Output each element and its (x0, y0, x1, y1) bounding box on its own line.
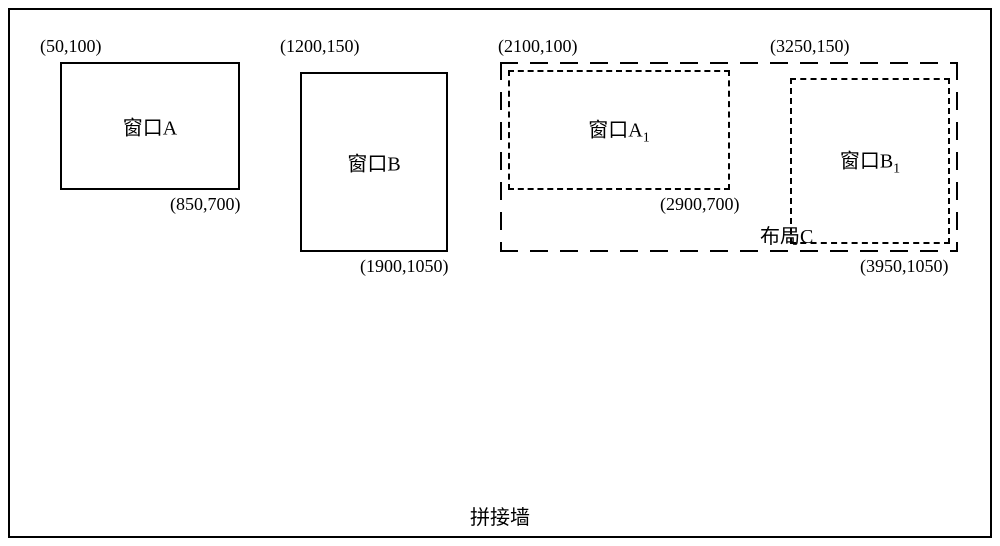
window-b-box: 窗口B (300, 72, 448, 252)
window-b1-label-base: 窗口B (840, 151, 893, 173)
coord-b1-tl: (3250,150) (770, 36, 850, 57)
window-b-label: 窗口B (347, 148, 400, 177)
coord-a-br: (850,700) (170, 194, 241, 215)
coord-a1-br: (2900,700) (660, 194, 740, 215)
coord-c-tl: (2100,100) (498, 36, 578, 57)
footer-label: 拼接墙 (470, 501, 530, 530)
coord-b-tl: (1200,150) (280, 36, 360, 57)
layout-c-label: 布局C (760, 220, 813, 249)
window-a1-box: 窗口A1 (508, 70, 730, 190)
window-a1-label: 窗口A1 (588, 114, 649, 147)
window-b1-label: 窗口B1 (840, 145, 900, 178)
window-a1-label-sub: 1 (643, 131, 650, 146)
coord-c-br: (3950,1050) (860, 256, 949, 277)
window-b1-box: 窗口B1 (790, 78, 950, 244)
diagram-canvas: 窗口A 窗口B 窗口A1 窗口B1 布局C (50,100) (850,700)… (0, 0, 1000, 546)
coord-a-tl: (50,100) (40, 36, 102, 57)
coord-b-br: (1900,1050) (360, 256, 449, 277)
window-a1-label-base: 窗口A (588, 120, 642, 142)
window-b1-label-sub: 1 (893, 162, 900, 177)
window-a-label: 窗口A (123, 112, 177, 141)
window-a-box: 窗口A (60, 62, 240, 190)
